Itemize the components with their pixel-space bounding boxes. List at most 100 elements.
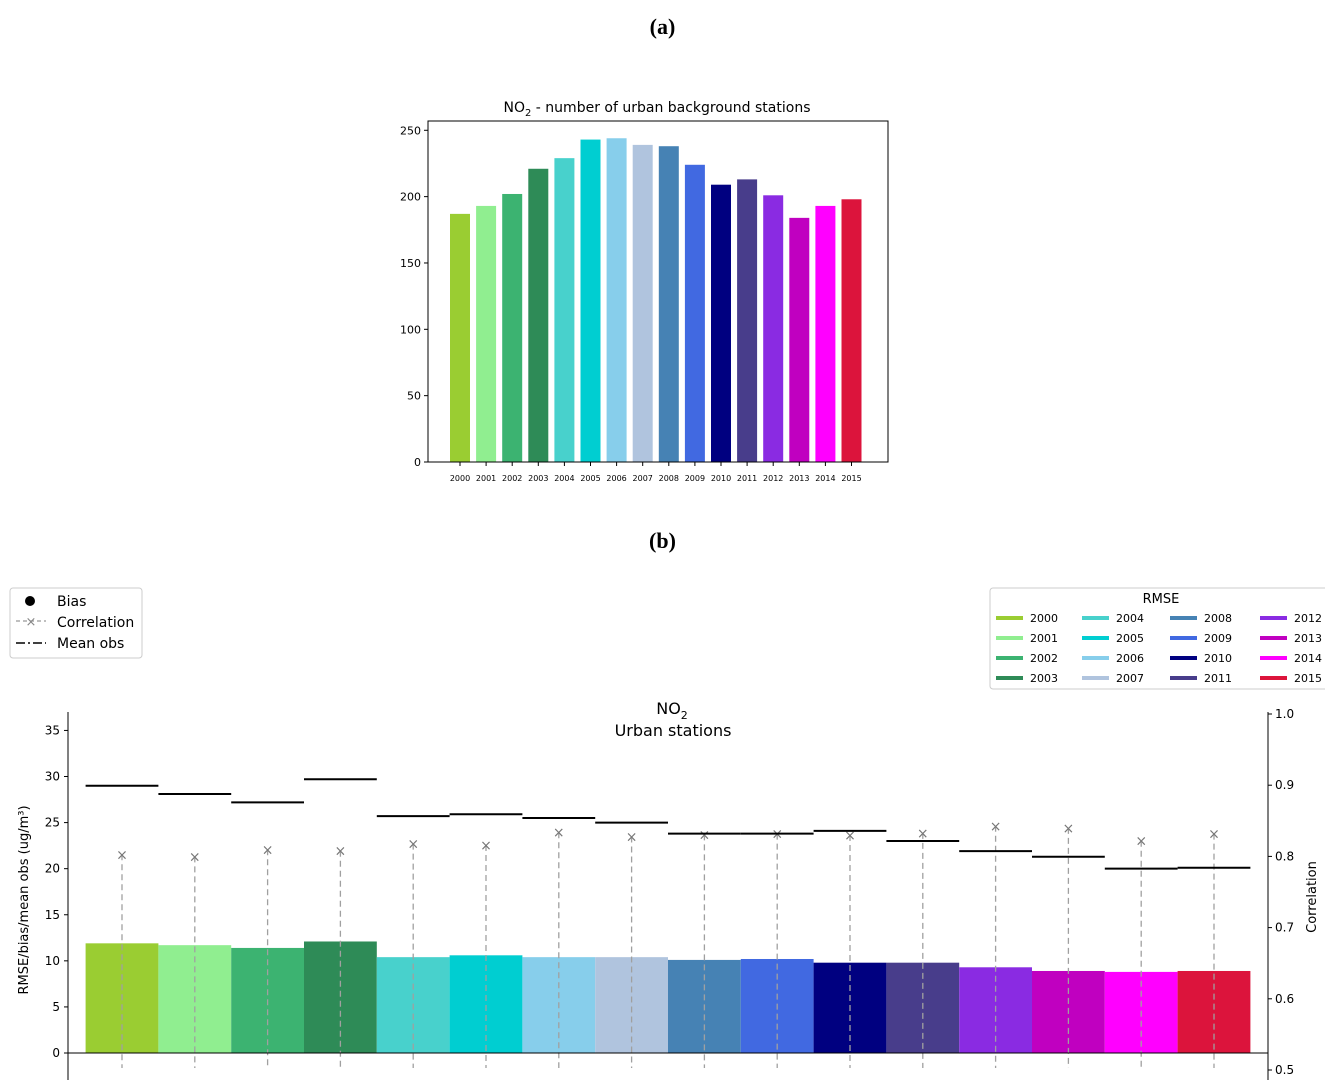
legend-correlation-marker: × (26, 615, 37, 630)
legend-label-2013: 2013 (1294, 632, 1322, 645)
chart-a-station-count: NO2 - number of urban background station… (400, 100, 889, 483)
chart-b-right-ytick-label: 0.8 (1275, 849, 1294, 863)
chart-a-bar-2009 (684, 164, 705, 462)
chart-a-xtick-label: 2010 (711, 474, 731, 483)
chart-b-rmse-bar-2015 (1177, 970, 1251, 1053)
chart-a-bar-2010 (711, 184, 731, 462)
chart-b-right-y-label: Correlation (1305, 861, 1320, 933)
chart-a-bars (450, 138, 862, 463)
chart-a-ytick-label: 100 (400, 323, 421, 336)
chart-b-right-ytick-label: 0.6 (1275, 992, 1294, 1006)
chart-a-xtick-label: 2000 (450, 474, 470, 483)
chart-a-xtick-label: 2002 (502, 474, 522, 483)
chart-a-bar-2005 (580, 139, 601, 463)
chart-b-correlation-point-2015: × (1208, 827, 1220, 843)
legend-label-2014: 2014 (1294, 652, 1322, 665)
chart-b-right-ytick-label: 0.9 (1275, 778, 1294, 792)
chart-a-ytick-label: 200 (400, 191, 421, 204)
chart-b-right-ytick-label: 0.5 (1275, 1063, 1294, 1077)
chart-b-ytick-label: 20 (45, 862, 60, 876)
chart-b-correlation-point-2007: × (626, 829, 638, 845)
chart-a-bar-2002 (502, 193, 523, 462)
chart-a-xtick-label: 2011 (737, 474, 757, 483)
chart-a-title: NO2 - number of urban background station… (503, 100, 810, 119)
legend-rmse-items: 2000 2001 2002 2003 2004 2005 2006 2007 2008 2009… (996, 612, 1322, 685)
chart-a-xtick-label: 2014 (815, 474, 835, 483)
chart-b-left-y-axis: 0 5 10 15 20 25 30 35 (45, 723, 68, 1060)
chart-b-right-ytick-label: 0.7 (1275, 921, 1294, 935)
chart-b-correlation-point-2000: × (116, 847, 128, 863)
legend-label-2007: 2007 (1116, 672, 1144, 685)
chart-b-correlation-point-2005: × (480, 838, 492, 854)
chart-a-title-rest: - number of urban background stations (531, 100, 810, 116)
chart-a-xtick-label: 2005 (580, 474, 600, 483)
chart-a-bar-2003 (528, 168, 549, 462)
chart-b-ytick-label: 10 (45, 954, 60, 968)
legend-label-2009: 2009 (1204, 632, 1232, 645)
chart-a-bar-2012 (763, 195, 784, 462)
chart-b-statistics: NO2 Urban stations × × × × × × × × × × × × × × × × 0 5 10… (9, 587, 1325, 1080)
legend-correlation-label: Correlation (57, 615, 134, 631)
chart-a-ytick-label: 150 (400, 257, 421, 270)
chart-b-title-main: NO (656, 699, 681, 718)
legend-label-2003: 2003 (1030, 672, 1058, 685)
chart-a-title-subscript: 2 (525, 108, 531, 119)
chart-a-xtick-label: 2001 (476, 474, 496, 483)
chart-a-ytick-label: 0 (414, 456, 421, 469)
chart-b-correlation-point-2001: × (189, 849, 201, 865)
chart-b-rmse-legend: RMSE 20002001200220032004200520062007200… (989, 587, 1325, 690)
legend-label-2001: 2001 (1030, 632, 1058, 645)
chart-b-title-subscript: 2 (681, 709, 688, 722)
chart-a-xtick-label: 2003 (528, 474, 548, 483)
legend-right-box (989, 587, 1325, 690)
chart-b-right-ytick-label: 1.0 (1275, 707, 1294, 721)
chart-b-title-line1: NO2 (656, 699, 688, 722)
chart-a-xtick-label: 2007 (633, 474, 653, 483)
chart-b-correlation-point-2011: × (917, 826, 929, 842)
legend-label-2015: 2015 (1294, 672, 1322, 685)
chart-b-ytick-label: 30 (45, 770, 60, 784)
legend-label-2005: 2005 (1116, 632, 1144, 645)
chart-a-xtick-label: 2004 (554, 474, 574, 483)
chart-a-bar-2014 (815, 205, 836, 463)
chart-b-correlation-series: ×××××××××××××××× (116, 819, 1220, 1068)
chart-a-frame (427, 120, 889, 463)
chart-a-ytick-label: 250 (400, 124, 421, 137)
chart-b-correlation-point-2006: × (553, 825, 565, 841)
chart-a-bar-2015 (841, 199, 862, 462)
chart-a-title-main: NO (503, 100, 525, 116)
legend-label-2008: 2008 (1204, 612, 1232, 625)
chart-b-correlation-point-2012: × (990, 819, 1002, 835)
chart-b-correlation-point-2004: × (407, 837, 419, 853)
panel-label-b: (b) (649, 528, 676, 553)
chart-b-marker-legend: Bias × Correlation Mean obs (9, 587, 143, 659)
chart-b-ytick-label: 15 (45, 908, 60, 922)
chart-b-ytick-label: 35 (45, 723, 60, 737)
legend-label-2011: 2011 (1204, 672, 1232, 685)
legend-label-2012: 2012 (1294, 612, 1322, 625)
panel-label-a: (a) (649, 14, 676, 39)
legend-rmse-title: RMSE (1143, 592, 1180, 607)
chart-b-mean-obs-series (85, 778, 1251, 870)
legend-label-2004: 2004 (1116, 612, 1144, 625)
chart-b-correlation-point-2003: × (335, 844, 347, 860)
legend-label-2006: 2006 (1116, 652, 1144, 665)
chart-a-xtick-label: 2008 (659, 474, 679, 483)
chart-b-ytick-label: 0 (52, 1046, 60, 1060)
chart-a-bar-2007 (632, 144, 653, 462)
legend-label-2010: 2010 (1204, 652, 1232, 665)
chart-a-xtick-label: 2012 (763, 474, 783, 483)
chart-a-xtick-label: 2013 (789, 474, 809, 483)
chart-a-x-axis: 2000 2001 2002 2003 2004 2005 2006 2007 2008 2009… (450, 462, 862, 483)
chart-a-xtick-label: 2009 (685, 474, 705, 483)
legend-left-box (9, 587, 143, 659)
chart-b-title-line2: Urban stations (615, 721, 732, 740)
chart-b-correlation-point-2014: × (1135, 834, 1147, 850)
legend-label-2002: 2002 (1030, 652, 1058, 665)
chart-a-bar-2001 (476, 205, 497, 463)
legend-bias-label: Bias (57, 594, 86, 610)
chart-b-correlation-point-2013: × (1063, 821, 1075, 837)
chart-b-axes (67, 712, 1269, 1080)
chart-a-bar-2011 (737, 179, 758, 462)
